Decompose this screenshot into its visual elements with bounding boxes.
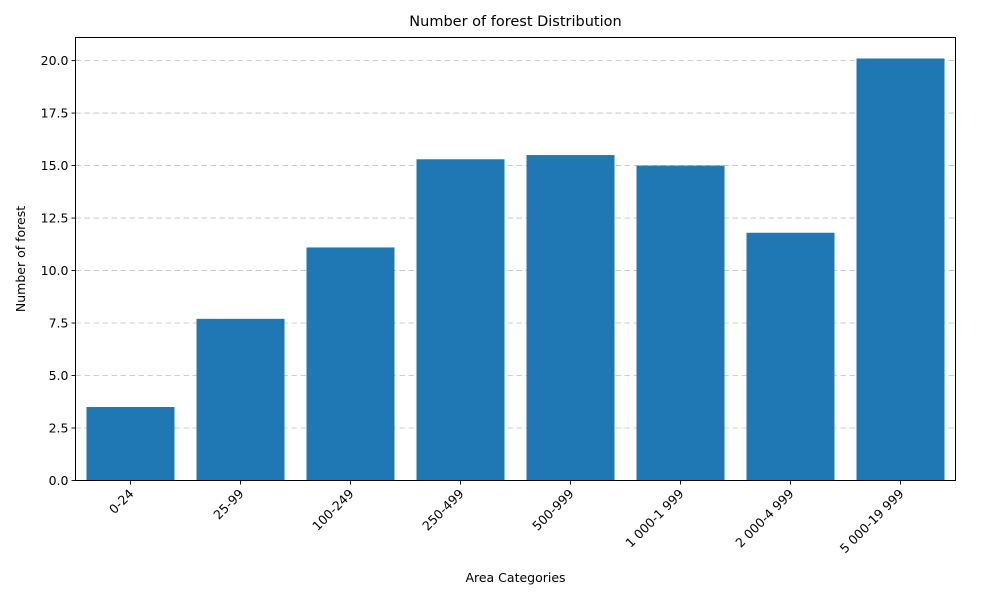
bar (416, 159, 505, 481)
bar (86, 407, 175, 481)
x-tick-label: 500-999 (529, 486, 577, 534)
bar (196, 318, 285, 481)
bar (636, 165, 725, 481)
bars (86, 58, 945, 481)
y-tick-label: 12.5 (41, 211, 69, 226)
plot-frame (75, 37, 956, 481)
bar (306, 247, 395, 481)
x-tick-label: 25-99 (210, 486, 246, 522)
x-tick-label: 250-499 (419, 486, 467, 534)
chart-title: Number of forest Distribution (409, 14, 621, 30)
x-tick-label: 0-24 (106, 486, 137, 517)
x-axis-label: Area Categories (465, 570, 565, 585)
x-tick-label: 100-249 (309, 486, 357, 534)
y-tick-label: 20.0 (41, 53, 69, 68)
bar (856, 58, 945, 481)
y-tick-label: 15.0 (41, 158, 69, 173)
y-tick-label: 10.0 (41, 263, 69, 278)
y-tick-label: 7.5 (49, 316, 69, 331)
x-tick-label: 1 000-1 999 (622, 486, 686, 550)
y-tick-label: 0.0 (49, 473, 69, 488)
x-tick-label: 2 000-4 999 (732, 486, 796, 550)
bar (526, 155, 615, 481)
y-axis-label: Number of forest (13, 206, 28, 312)
y-tick-label: 2.5 (49, 421, 69, 436)
y-tick-label: 5.0 (49, 368, 69, 383)
x-axis-ticks: 0-24 25-99 100-249 250-499 500-999 1 000-1 99… (106, 480, 907, 556)
y-axis-ticks: 0.0 2.5 5.0 7.5 10.0 12.5 15.0 17.5 20.0 (41, 53, 76, 488)
bar (746, 232, 835, 481)
y-tick-label: 17.5 (41, 106, 69, 121)
x-tick-label: 5 000-19 999 (837, 486, 907, 556)
